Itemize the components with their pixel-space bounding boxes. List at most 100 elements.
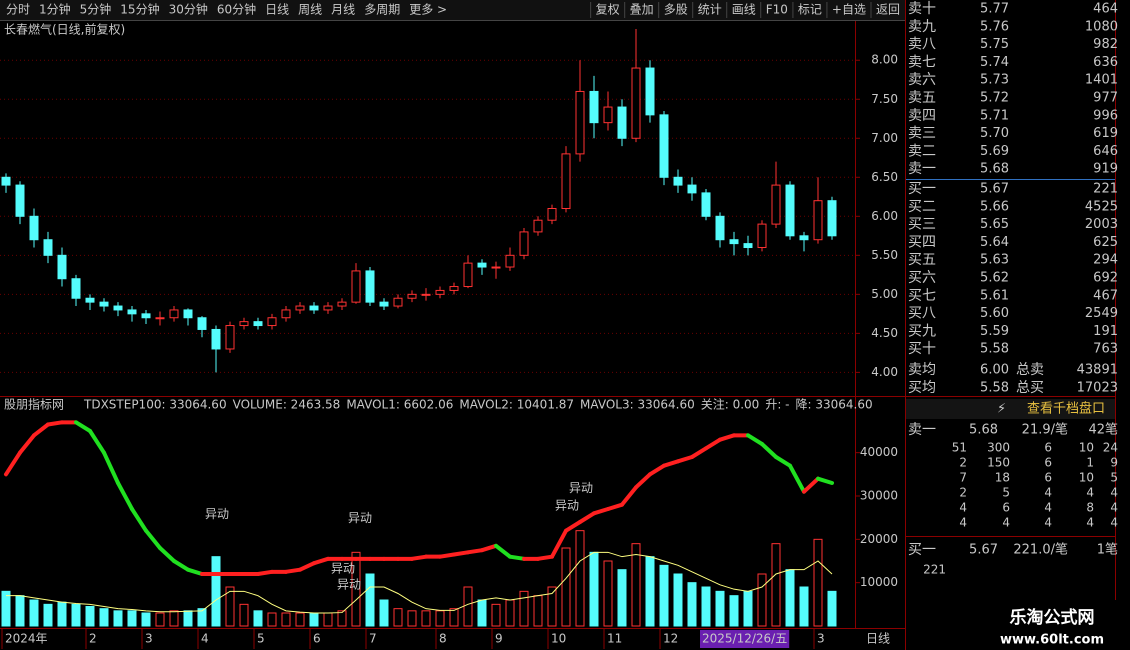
step-line bbox=[690, 446, 708, 459]
order-size: 5 bbox=[1002, 486, 1010, 500]
order-size: 221 bbox=[923, 563, 946, 577]
toolbar-button[interactable]: 叠加 bbox=[630, 3, 654, 17]
volume-bar bbox=[463, 586, 473, 627]
candle-body bbox=[393, 297, 403, 307]
detail-label: 卖一 bbox=[908, 422, 936, 438]
step-line bbox=[298, 561, 316, 572]
volume-bar bbox=[183, 610, 193, 627]
toolbar-button[interactable]: +自选 bbox=[832, 3, 866, 17]
book-price: 5.66 bbox=[980, 199, 1009, 214]
book-price: 5.67 bbox=[980, 182, 1009, 197]
step-line bbox=[158, 546, 176, 563]
y-tick-label: 10000 bbox=[860, 575, 898, 589]
y-tick-label: 40000 bbox=[860, 445, 898, 459]
button-bg[interactable] bbox=[906, 399, 1115, 419]
volume-bar bbox=[337, 610, 347, 627]
book-price: 5.76 bbox=[980, 19, 1009, 34]
volume-bar bbox=[701, 586, 711, 627]
book-total-label: 总买 bbox=[1016, 380, 1044, 396]
book-label: 卖十 bbox=[908, 1, 936, 17]
volume-bar bbox=[85, 606, 95, 627]
tab[interactable]: 15分钟 bbox=[120, 2, 159, 17]
tab[interactable]: 5分钟 bbox=[80, 2, 112, 17]
step-line bbox=[116, 481, 134, 511]
book-label: 卖一 bbox=[908, 161, 936, 177]
book-label: 买八 bbox=[908, 306, 936, 322]
candle-body bbox=[491, 266, 501, 269]
toolbar-button[interactable]: 画线 bbox=[732, 3, 756, 17]
candle-body bbox=[267, 317, 277, 327]
tab[interactable]: 分时 bbox=[6, 3, 30, 17]
detail-avg: 21.9/笔 bbox=[1022, 422, 1068, 438]
toolbar-button[interactable]: 返回 bbox=[876, 3, 900, 17]
toolbar-button[interactable]: 多股 bbox=[664, 3, 688, 17]
book-volume: 692 bbox=[1093, 271, 1118, 286]
candle-body bbox=[533, 219, 543, 233]
y-tick-label: 7.00 bbox=[871, 131, 898, 145]
x-tick-label: 9 bbox=[495, 632, 503, 646]
y-tick-label: 5.00 bbox=[871, 287, 898, 301]
order-size: 4 bbox=[959, 501, 967, 515]
candle-body bbox=[29, 215, 39, 241]
tab[interactable]: 周线 bbox=[298, 3, 322, 17]
tab[interactable]: 更多 > bbox=[409, 3, 447, 17]
candle-body bbox=[309, 305, 319, 311]
step-line bbox=[564, 520, 582, 533]
tab[interactable]: 月线 bbox=[331, 3, 355, 17]
tab[interactable]: 日线 bbox=[265, 3, 289, 17]
order-size: 8 bbox=[1086, 501, 1094, 515]
candle-body bbox=[211, 328, 221, 350]
book-label: 卖三 bbox=[908, 126, 936, 142]
tab[interactable]: 1分钟 bbox=[39, 2, 71, 17]
candle-body bbox=[225, 325, 235, 350]
toolbar-button[interactable]: 标记 bbox=[798, 3, 822, 17]
tab[interactable]: 60分钟 bbox=[217, 2, 256, 17]
step-line bbox=[676, 455, 694, 464]
candle-body bbox=[757, 223, 767, 249]
step-line bbox=[18, 433, 36, 455]
volume-bar bbox=[659, 564, 669, 627]
candle-body bbox=[729, 239, 739, 245]
volume-bar bbox=[407, 610, 417, 627]
volume-bar bbox=[421, 610, 431, 627]
volume-bar bbox=[771, 543, 781, 627]
detail-count: 1笔 bbox=[1097, 542, 1118, 558]
step-line bbox=[144, 528, 162, 550]
depth-button[interactable]: 查看千档盘口 bbox=[1027, 401, 1105, 417]
candle-body bbox=[99, 301, 109, 307]
candle-body bbox=[407, 293, 417, 299]
candle-body bbox=[463, 262, 473, 288]
volume-bar bbox=[435, 610, 445, 627]
watermark-title: 乐淘公式网 bbox=[1010, 607, 1095, 628]
toolbar-button[interactable]: 统计 bbox=[698, 3, 722, 17]
tab[interactable]: 多周期 bbox=[364, 3, 400, 17]
x-tick-label: 6 bbox=[313, 632, 321, 646]
book-volume: 982 bbox=[1093, 37, 1118, 52]
volume-bar bbox=[645, 556, 655, 627]
candle-body bbox=[1, 176, 11, 186]
step-line bbox=[452, 550, 470, 557]
book-label: 买三 bbox=[908, 217, 936, 233]
candle-body bbox=[617, 106, 627, 139]
y-tick-label: 6.00 bbox=[871, 209, 898, 223]
order-size: 4 bbox=[1086, 516, 1094, 530]
volume-bar bbox=[715, 590, 725, 627]
toolbar-button[interactable]: F10 bbox=[766, 3, 788, 17]
y-tick-label: 8.00 bbox=[871, 53, 898, 67]
step-line bbox=[438, 552, 456, 559]
book-price: 5.58 bbox=[980, 342, 1009, 357]
step-line bbox=[172, 559, 190, 572]
step-line bbox=[648, 463, 666, 477]
step-line bbox=[32, 422, 50, 438]
book-label: 买十 bbox=[908, 341, 936, 357]
volume-bar bbox=[505, 599, 515, 627]
tab[interactable]: 30分钟 bbox=[169, 2, 208, 17]
order-size: 6 bbox=[1044, 456, 1052, 470]
signal-annotation: 异动 bbox=[348, 511, 372, 525]
y-tick-label: 6.50 bbox=[871, 170, 898, 184]
step-line bbox=[816, 476, 834, 485]
toolbar-button[interactable]: 复权 bbox=[596, 3, 620, 17]
candle-body bbox=[43, 239, 53, 256]
candle-body bbox=[57, 254, 67, 280]
volume-bar bbox=[603, 560, 613, 627]
